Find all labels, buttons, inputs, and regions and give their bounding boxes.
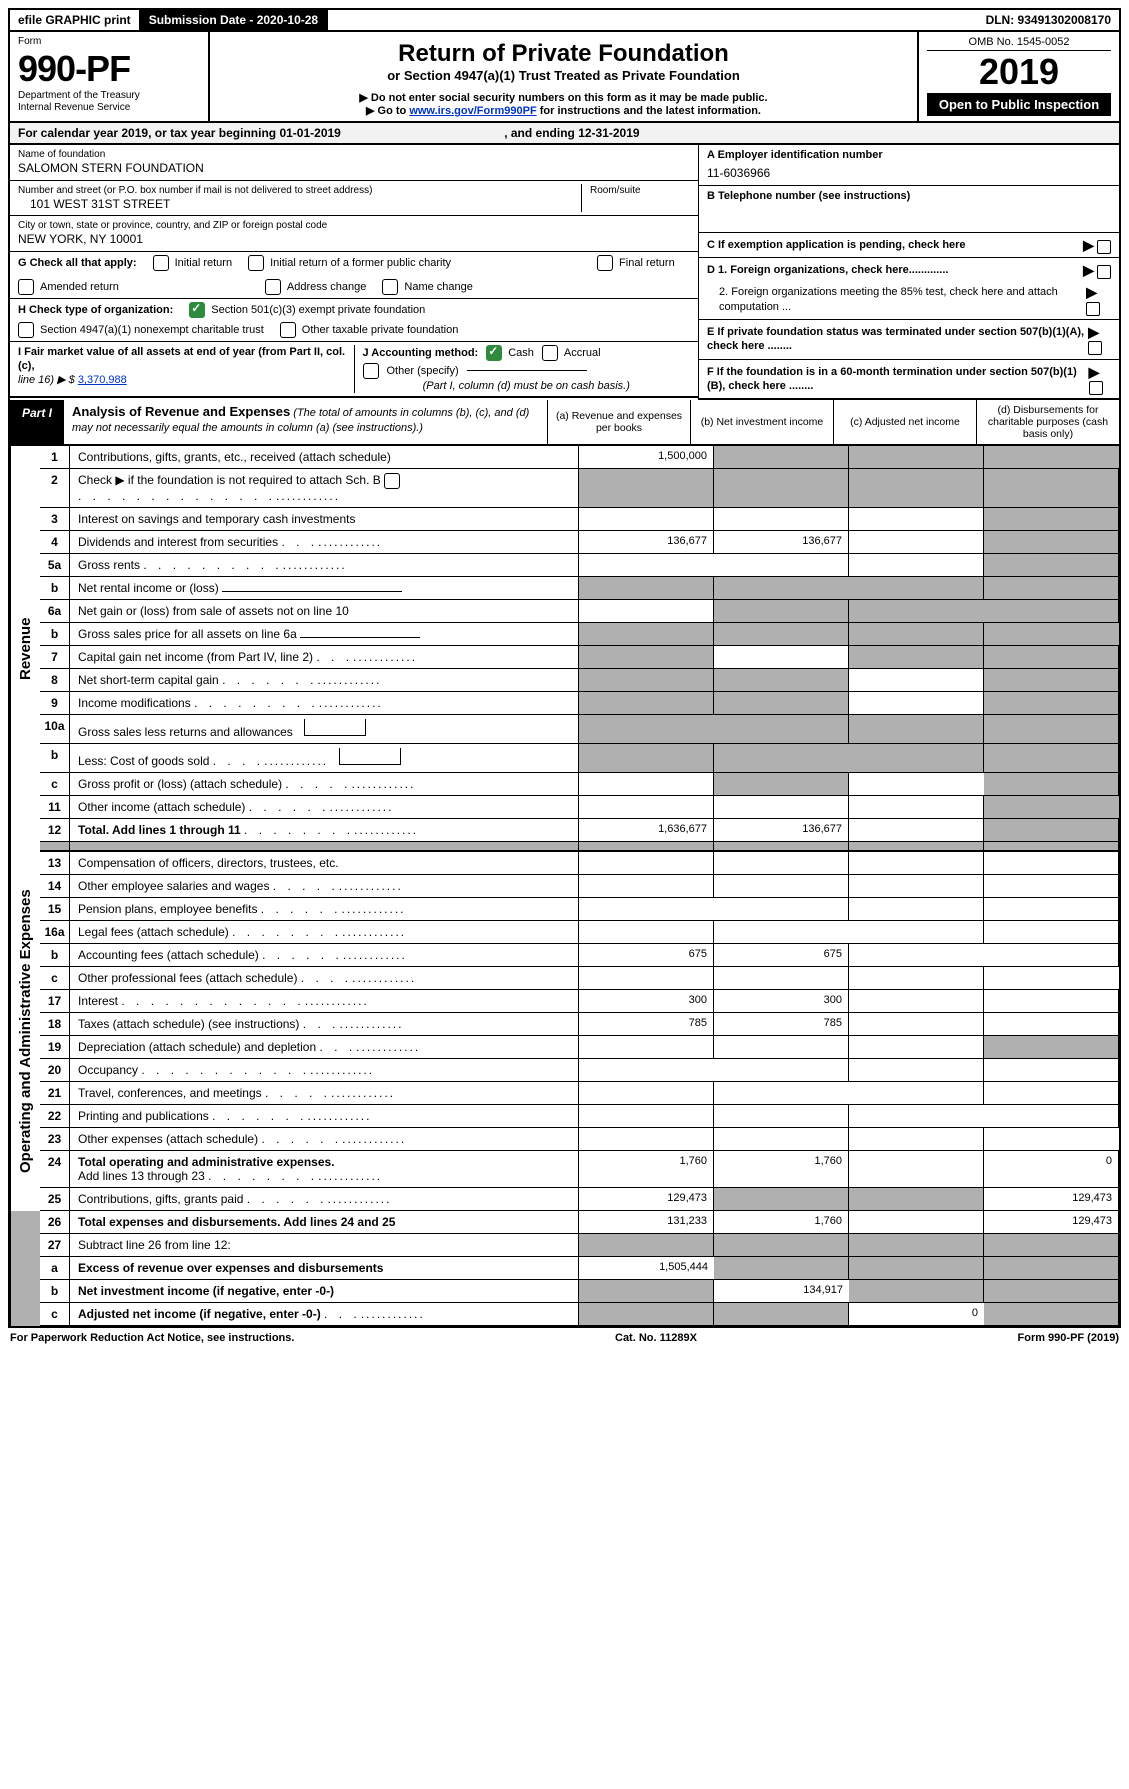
- name-change-checkbox[interactable]: [382, 279, 398, 295]
- calendar-year-row: For calendar year 2019, or tax year begi…: [8, 123, 1121, 145]
- paperwork-notice: For Paperwork Reduction Act Notice, see …: [10, 1332, 294, 1344]
- j-note: (Part I, column (d) must be on cash basi…: [363, 379, 691, 393]
- d1-checkbox[interactable]: [1097, 265, 1111, 279]
- d1-label: D 1. Foreign organizations, check here..…: [707, 263, 948, 277]
- e-checkbox[interactable]: [1088, 341, 1102, 355]
- accrual-checkbox[interactable]: [542, 345, 558, 361]
- f-label: F If the foundation is in a 60-month ter…: [707, 365, 1089, 394]
- form-header: Form 990-PF Department of the Treasury I…: [8, 32, 1121, 123]
- instr-1: ▶ Do not enter social security numbers o…: [218, 91, 909, 104]
- i-label: I Fair market value of all assets at end…: [18, 346, 345, 372]
- other-taxable-checkbox[interactable]: [280, 322, 296, 338]
- dln: DLN: 93491302008170: [978, 10, 1119, 30]
- fmv-link[interactable]: 3,370,988: [78, 374, 127, 386]
- d2-checkbox[interactable]: [1086, 302, 1100, 316]
- dept: Department of the Treasury: [18, 90, 200, 102]
- instructions-link[interactable]: www.irs.gov/Form990PF: [409, 105, 536, 117]
- amended-return-checkbox[interactable]: [18, 279, 34, 295]
- foundation-name: SALOMON STERN FOUNDATION: [18, 161, 690, 177]
- col-d-header: (d) Disbursements for charitable purpose…: [977, 400, 1119, 444]
- e-label: E If private foundation status was termi…: [707, 325, 1088, 354]
- instr-2: ▶ Go to www.irs.gov/Form990PF for instru…: [218, 104, 909, 117]
- submission-date: Submission Date - 2020-10-28: [141, 10, 328, 30]
- address-change-checkbox[interactable]: [265, 279, 281, 295]
- expenses-side-label: Operating and Administrative Expenses: [10, 852, 40, 1211]
- part1-title: Analysis of Revenue and Expenses: [72, 404, 290, 419]
- room-label: Room/suite: [590, 184, 690, 197]
- top-bar: efile GRAPHIC print Submission Date - 20…: [8, 8, 1121, 32]
- efile-label: efile GRAPHIC print: [10, 10, 141, 30]
- col-a-header: (a) Revenue and expenses per books: [548, 400, 691, 444]
- tax-year: 2019: [927, 51, 1111, 93]
- c-checkbox[interactable]: [1097, 240, 1111, 254]
- page-footer: For Paperwork Reduction Act Notice, see …: [8, 1328, 1121, 1348]
- j-label: J Accounting method:: [363, 346, 479, 360]
- initial-return-checkbox[interactable]: [153, 255, 169, 271]
- part1-header: Part I Analysis of Revenue and Expenses …: [8, 400, 1121, 446]
- 501c3-checkbox[interactable]: [189, 302, 205, 318]
- f-checkbox[interactable]: [1089, 381, 1103, 395]
- name-label: Name of foundation: [18, 148, 690, 161]
- form-number: 990-PF: [18, 48, 200, 90]
- catalog-number: Cat. No. 11289X: [615, 1332, 697, 1344]
- ein: 11-6036966: [707, 162, 1111, 182]
- col-b-header: (b) Net investment income: [691, 400, 834, 444]
- part1-label: Part I: [10, 400, 64, 444]
- col-c-header: (c) Adjusted net income: [834, 400, 977, 444]
- form-word: Form: [18, 36, 200, 48]
- final-return-checkbox[interactable]: [597, 255, 613, 271]
- omb: OMB No. 1545-0052: [927, 36, 1111, 51]
- other-method-checkbox[interactable]: [363, 363, 379, 379]
- initial-former-checkbox[interactable]: [248, 255, 264, 271]
- d2-label: 2. Foreign organizations meeting the 85%…: [707, 285, 1086, 314]
- b-label: B Telephone number (see instructions): [707, 189, 1111, 203]
- entity-info: Name of foundation SALOMON STERN FOUNDAT…: [8, 145, 1121, 400]
- form-version: Form 990-PF (2019): [1018, 1332, 1119, 1344]
- h-label: H Check type of organization:: [18, 303, 173, 317]
- irs: Internal Revenue Service: [18, 102, 200, 114]
- title: Return of Private Foundation: [218, 40, 909, 68]
- sch-b-checkbox[interactable]: [384, 473, 400, 489]
- subtitle: or Section 4947(a)(1) Trust Treated as P…: [218, 68, 909, 83]
- a-label: A Employer identification number: [707, 148, 1111, 162]
- addr-label: Number and street (or P.O. box number if…: [18, 184, 581, 197]
- street-address: 101 WEST 31ST STREET: [18, 197, 581, 213]
- city-state-zip: NEW YORK, NY 10001: [18, 232, 690, 248]
- c-label: C If exemption application is pending, c…: [707, 238, 966, 252]
- part1-table: Revenue 1Contributions, gifts, grants, e…: [8, 446, 1121, 1328]
- 4947-checkbox[interactable]: [18, 322, 34, 338]
- city-label: City or town, state or province, country…: [18, 219, 690, 232]
- g-label: G Check all that apply:: [18, 256, 137, 270]
- open-to-public: Open to Public Inspection: [927, 93, 1111, 116]
- cash-checkbox[interactable]: [486, 345, 502, 361]
- revenue-side-label: Revenue: [10, 446, 40, 852]
